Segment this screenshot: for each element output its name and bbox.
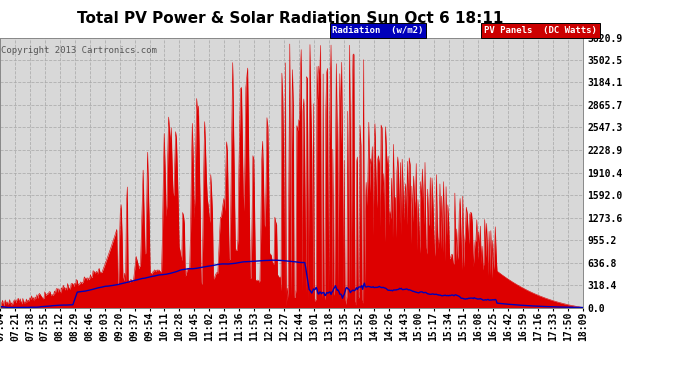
Text: Radiation  (w/m2): Radiation (w/m2) bbox=[333, 26, 424, 35]
Text: PV Panels  (DC Watts): PV Panels (DC Watts) bbox=[484, 26, 597, 35]
Text: Total PV Power & Solar Radiation Sun Oct 6 18:11: Total PV Power & Solar Radiation Sun Oct… bbox=[77, 11, 503, 26]
Text: Copyright 2013 Cartronics.com: Copyright 2013 Cartronics.com bbox=[1, 46, 157, 55]
